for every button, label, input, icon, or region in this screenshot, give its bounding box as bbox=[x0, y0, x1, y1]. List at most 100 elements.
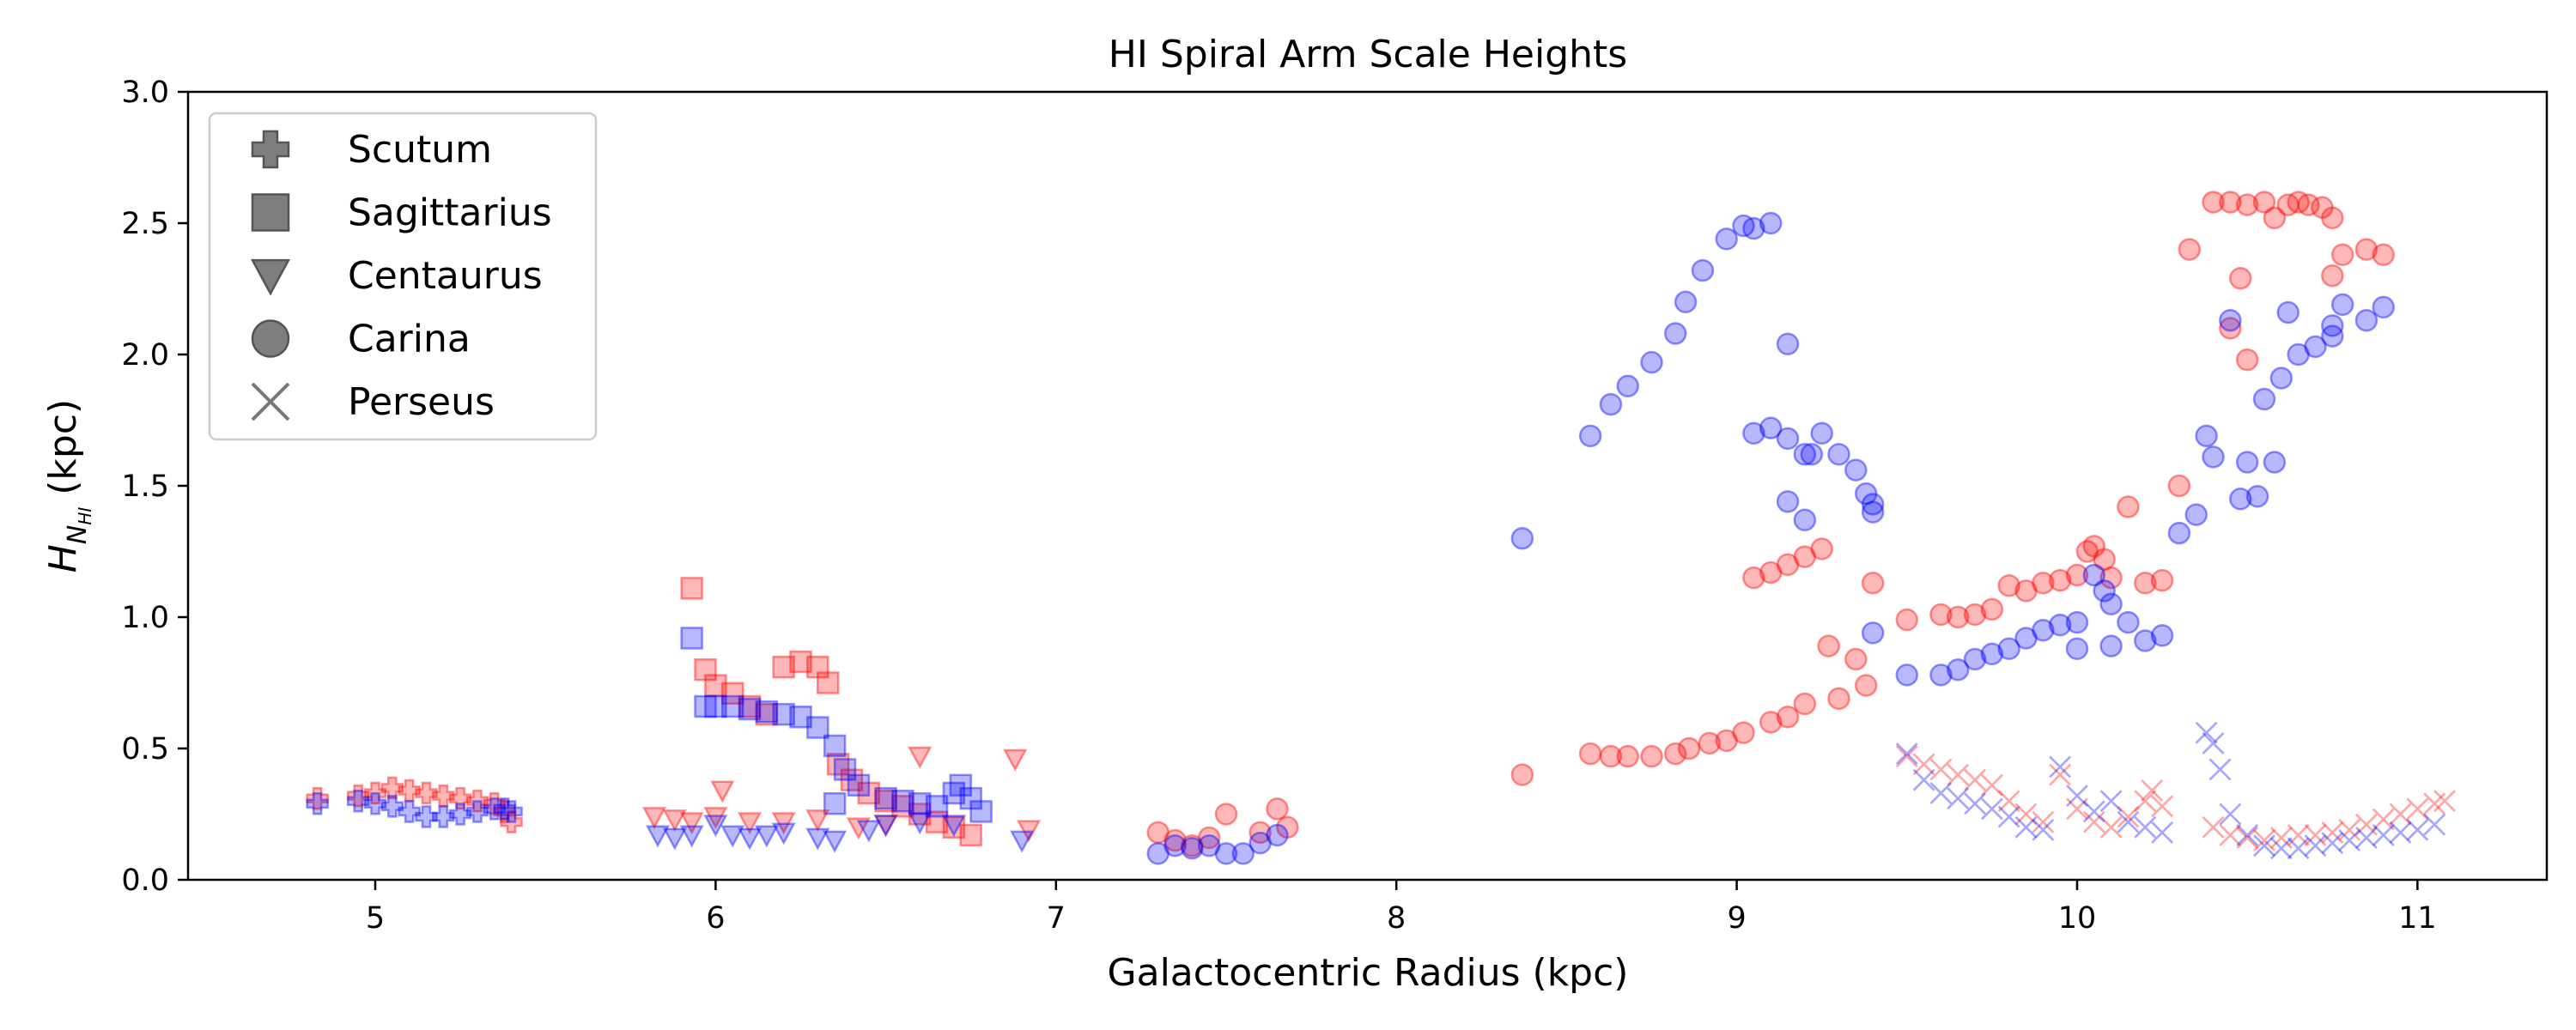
data-point bbox=[1861, 571, 1885, 595]
data-point bbox=[2178, 238, 2202, 261]
data-point bbox=[1715, 729, 1738, 753]
data-point bbox=[500, 800, 523, 823]
y-axis-label-unit: (kpc) bbox=[41, 399, 85, 507]
data-point bbox=[662, 809, 687, 833]
data-point bbox=[465, 789, 489, 813]
data-point bbox=[771, 822, 796, 845]
data-point bbox=[1854, 674, 1878, 697]
data-point bbox=[1146, 821, 1170, 845]
data-point bbox=[2082, 810, 2105, 833]
data-point bbox=[874, 786, 897, 810]
data-point bbox=[949, 773, 973, 797]
data-point bbox=[1912, 768, 1935, 791]
data-point bbox=[2372, 824, 2395, 846]
y-axis-label-sub-hi: HI bbox=[75, 507, 95, 525]
data-point bbox=[1266, 823, 1289, 847]
data-point bbox=[306, 786, 329, 810]
triangle-down-marker-icon bbox=[250, 258, 291, 296]
data-point bbox=[2082, 800, 2105, 823]
data-point bbox=[1249, 831, 1272, 855]
data-point bbox=[1616, 744, 1639, 768]
data-point bbox=[2202, 191, 2225, 214]
data-point bbox=[2202, 815, 2225, 839]
data-point bbox=[1947, 763, 1970, 786]
data-point bbox=[1793, 443, 1817, 466]
data-point bbox=[1732, 721, 1755, 744]
data-point bbox=[2276, 193, 2300, 216]
data-point bbox=[1854, 482, 1878, 506]
legend-label: Centaurus bbox=[348, 254, 543, 298]
data-point bbox=[2048, 568, 2072, 592]
data-point bbox=[1776, 706, 1800, 729]
data-point bbox=[2219, 803, 2242, 826]
data-point bbox=[1963, 647, 1987, 671]
legend-label: Sagittarius bbox=[348, 191, 552, 235]
data-point bbox=[346, 789, 370, 813]
data-point bbox=[959, 786, 982, 810]
data-point bbox=[679, 825, 704, 848]
data-point bbox=[873, 815, 898, 838]
data-point bbox=[1599, 744, 1623, 768]
data-point bbox=[969, 800, 993, 823]
data-point bbox=[2032, 810, 2055, 833]
data-point bbox=[2082, 535, 2106, 558]
data-point bbox=[2338, 818, 2361, 841]
data-point bbox=[2321, 832, 2344, 855]
series-perseus-red bbox=[1895, 745, 2457, 852]
y-tick-label: 1.5 bbox=[121, 470, 169, 504]
data-point bbox=[2066, 797, 2088, 821]
y-tick-label: 2.0 bbox=[121, 338, 169, 373]
data-point bbox=[500, 810, 523, 833]
data-point bbox=[1197, 833, 1221, 857]
data-point bbox=[1800, 443, 1824, 466]
data-point bbox=[891, 795, 914, 818]
data-point bbox=[1759, 416, 1783, 439]
data-point bbox=[2311, 196, 2334, 219]
data-point bbox=[2167, 521, 2191, 545]
data-point bbox=[703, 815, 728, 838]
data-point bbox=[1266, 797, 1289, 821]
data-point bbox=[2276, 300, 2300, 324]
data-point bbox=[483, 792, 507, 815]
y-axis-label: HNHI (kpc) bbox=[41, 399, 95, 573]
series-scutum-red bbox=[306, 776, 523, 833]
data-point bbox=[1163, 833, 1187, 857]
data-point bbox=[483, 797, 507, 821]
data-point bbox=[2304, 335, 2327, 359]
data-point bbox=[755, 702, 779, 726]
data-point bbox=[380, 795, 404, 818]
data-point bbox=[2134, 629, 2157, 652]
data-point bbox=[1599, 392, 1623, 416]
y-axis: 0.0 0.5 1.0 1.5 2.0 2.5 3.0 bbox=[121, 76, 188, 898]
data-point bbox=[306, 792, 329, 815]
y-tick-label: 0.0 bbox=[121, 863, 169, 898]
data-point bbox=[1276, 815, 1299, 839]
data-point bbox=[1861, 500, 1885, 524]
data-point bbox=[1980, 773, 2003, 797]
data-point bbox=[2269, 367, 2293, 390]
data-point bbox=[415, 805, 438, 828]
series-sagittarius-red bbox=[680, 577, 982, 847]
data-point bbox=[1181, 837, 1204, 860]
x-tick-label: 10 bbox=[2058, 901, 2097, 936]
data-point bbox=[1895, 742, 1918, 766]
y-tick-label: 1.0 bbox=[121, 601, 169, 635]
data-point bbox=[703, 807, 728, 830]
data-point bbox=[2372, 243, 2395, 266]
legend-item-scutum: Scutum bbox=[251, 128, 492, 172]
data-point bbox=[2117, 810, 2140, 833]
data-point bbox=[1912, 753, 1935, 776]
data-point bbox=[1997, 805, 2020, 828]
data-point bbox=[2253, 834, 2275, 857]
data-point bbox=[2389, 821, 2412, 844]
legend-label: Carina bbox=[348, 318, 471, 361]
data-point bbox=[493, 797, 516, 821]
data-point bbox=[1929, 758, 1953, 781]
data-point bbox=[2321, 264, 2344, 288]
data-point bbox=[1964, 792, 1986, 815]
data-marks bbox=[306, 191, 2457, 865]
data-point bbox=[432, 805, 455, 828]
data-point bbox=[2287, 824, 2310, 846]
data-point bbox=[346, 784, 370, 808]
data-point bbox=[2321, 206, 2344, 230]
